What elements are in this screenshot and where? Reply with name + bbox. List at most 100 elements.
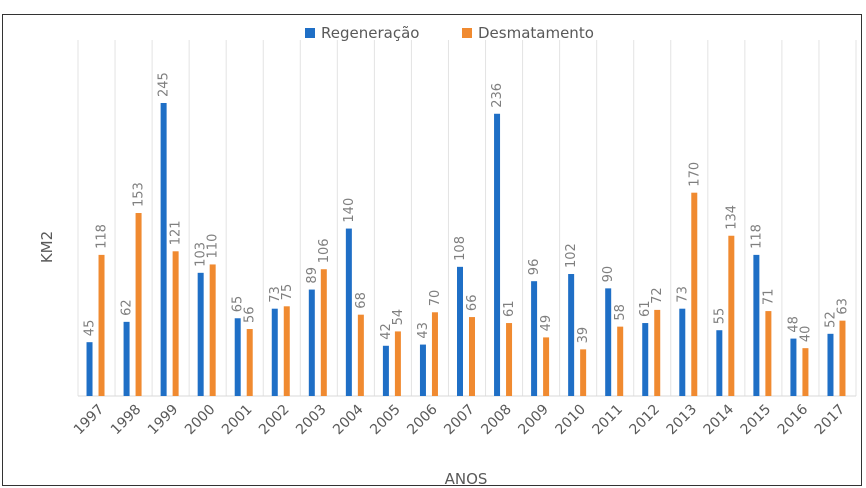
y-axis-title: KM2 bbox=[38, 231, 56, 263]
bar-desmatamento-2007 bbox=[469, 317, 475, 396]
bar-regeneracao-2008 bbox=[494, 113, 501, 396]
bar-desmatamento-2001 bbox=[246, 329, 253, 396]
x-tick-label-2012: 2012 bbox=[627, 402, 664, 439]
bar-regeneracao-2009 bbox=[531, 281, 538, 396]
bar-desmatamento-2008 bbox=[506, 323, 513, 396]
bar-regeneracao-2017 bbox=[827, 333, 834, 396]
data-label-regeneracao-2002: 73 bbox=[268, 286, 283, 303]
x-tick-label-2017: 2017 bbox=[812, 402, 849, 439]
data-label-desmatamento-2015: 71 bbox=[761, 289, 776, 306]
data-label-regeneracao-2015: 118 bbox=[749, 224, 764, 249]
data-label-regeneracao-2003: 89 bbox=[305, 267, 320, 284]
bar-regeneracao-2004 bbox=[345, 228, 352, 396]
bar-desmatamento-2004 bbox=[357, 314, 364, 396]
bar-regeneracao-2007 bbox=[457, 266, 463, 396]
data-label-regeneracao-2013: 73 bbox=[675, 286, 690, 303]
data-label-desmatamento-2002: 75 bbox=[280, 284, 295, 301]
data-label-desmatamento-2011: 58 bbox=[613, 304, 628, 321]
grid-lines bbox=[77, 40, 857, 397]
data-label-regeneracao-2005: 42 bbox=[379, 323, 394, 340]
data-label-regeneracao-1998: 62 bbox=[120, 299, 135, 316]
x-tick-label-2013: 2013 bbox=[664, 402, 701, 439]
data-label-regeneracao-2008: 236 bbox=[490, 83, 505, 108]
x-tick-labels: 1997 1998 1999 2000 2001 2002 2003 2004 2005 2006… bbox=[71, 401, 848, 438]
bar-desmatamento-2013 bbox=[691, 192, 698, 396]
bar-desmatamento-2010 bbox=[580, 349, 587, 396]
data-label-regeneracao-1997: 45 bbox=[83, 320, 98, 337]
bar-desmatamento-2000 bbox=[209, 264, 216, 396]
bar-regeneracao-2014 bbox=[716, 330, 723, 396]
bar-regeneracao-2012 bbox=[642, 323, 649, 396]
bar-desmatamento-1999 bbox=[172, 251, 179, 396]
data-label-desmatamento-1998: 153 bbox=[132, 182, 147, 207]
bar-desmatamento-2016 bbox=[802, 348, 809, 396]
data-label-regeneracao-2000: 103 bbox=[194, 242, 209, 267]
x-tick-label-2010: 2010 bbox=[552, 402, 589, 439]
bar-desmatamento-2003 bbox=[320, 269, 327, 396]
data-label-desmatamento-2013: 170 bbox=[687, 162, 702, 187]
data-label-desmatamento-2009: 49 bbox=[539, 315, 554, 332]
data-label-desmatamento-2012: 72 bbox=[650, 287, 665, 304]
bar-desmatamento-2009 bbox=[543, 337, 550, 396]
x-tick-label-2006: 2006 bbox=[404, 401, 441, 438]
x-axis-title: ANOS bbox=[445, 470, 488, 488]
data-label-desmatamento-2003: 106 bbox=[317, 238, 332, 263]
data-label-desmatamento-2010: 39 bbox=[576, 327, 591, 344]
bar-regeneracao-2015 bbox=[753, 254, 760, 396]
legend-swatch-desmatamento bbox=[462, 28, 472, 38]
x-tick-label-2002: 2002 bbox=[256, 402, 293, 439]
legend-label-desmatamento: Desmatamento bbox=[478, 24, 594, 42]
bar-desmatamento-2006 bbox=[431, 312, 438, 396]
data-label-desmatamento-2006: 70 bbox=[428, 290, 443, 307]
x-tick-label-2004: 2004 bbox=[330, 401, 367, 438]
x-tick-label-1999: 1999 bbox=[145, 402, 182, 439]
data-label-desmatamento-2005: 54 bbox=[391, 309, 406, 326]
data-label-regeneracao-2004: 140 bbox=[342, 198, 357, 223]
bar-regeneracao-2016 bbox=[790, 338, 797, 396]
x-tick-label-2016: 2016 bbox=[775, 401, 812, 438]
x-tick-label-1998: 1998 bbox=[108, 402, 145, 439]
x-tick-label-2005: 2005 bbox=[367, 402, 404, 439]
data-label-regeneracao-2016: 48 bbox=[786, 316, 801, 333]
data-label-desmatamento-2001: 56 bbox=[243, 306, 258, 323]
data-labels: 4511862153245121103110655673758910614068… bbox=[83, 72, 851, 343]
x-tick-label-2000: 2000 bbox=[182, 402, 219, 439]
data-label-regeneracao-2011: 90 bbox=[601, 266, 616, 283]
bar-desmatamento-2011 bbox=[617, 326, 624, 396]
data-label-regeneracao-2001: 65 bbox=[231, 296, 246, 313]
x-tick-label-2007: 2007 bbox=[441, 402, 478, 439]
data-label-desmatamento-2004: 68 bbox=[354, 292, 369, 309]
x-tick-label-2011: 2011 bbox=[590, 402, 627, 439]
data-label-regeneracao-2014: 55 bbox=[712, 308, 727, 325]
bar-regeneracao-2013 bbox=[679, 308, 686, 396]
bar-regeneracao-2011 bbox=[605, 288, 612, 396]
legend-label-regeneracao: Regeneração bbox=[321, 24, 419, 42]
legend: Regeneração Desmatamento bbox=[305, 24, 594, 42]
legend-swatch-regeneracao bbox=[305, 28, 315, 38]
data-label-desmatamento-2008: 61 bbox=[502, 301, 517, 318]
data-label-desmatamento-1997: 118 bbox=[95, 224, 110, 249]
bar-regeneracao-1999 bbox=[160, 103, 167, 396]
bar-desmatamento-2014 bbox=[728, 235, 735, 396]
bar-desmatamento-2002 bbox=[283, 306, 290, 396]
bar-regeneracao-2000 bbox=[197, 272, 204, 396]
data-label-desmatamento-1999: 121 bbox=[169, 220, 184, 245]
data-label-desmatamento-2000: 110 bbox=[206, 234, 221, 259]
data-label-regeneracao-1999: 245 bbox=[157, 72, 172, 97]
x-tick-label-2014: 2014 bbox=[701, 401, 738, 438]
bar-regeneracao-1997 bbox=[86, 342, 93, 396]
data-label-desmatamento-2007: 66 bbox=[465, 295, 480, 312]
bar-desmatamento-2012 bbox=[654, 309, 661, 396]
bar-regeneracao-2002 bbox=[271, 308, 278, 396]
bar-desmatamento-1997 bbox=[98, 254, 105, 396]
x-tick-label-2015: 2015 bbox=[738, 402, 775, 439]
bar-regeneracao-1998 bbox=[123, 321, 130, 396]
bar-desmatamento-1998 bbox=[135, 213, 142, 396]
bar-regeneracao-2006 bbox=[419, 344, 426, 396]
bar-regeneracao-2003 bbox=[308, 289, 315, 396]
x-tick-label-2009: 2009 bbox=[515, 402, 552, 439]
x-tick-label-1997: 1997 bbox=[71, 402, 108, 439]
x-tick-label-2003: 2003 bbox=[293, 402, 330, 439]
bars bbox=[86, 103, 846, 396]
